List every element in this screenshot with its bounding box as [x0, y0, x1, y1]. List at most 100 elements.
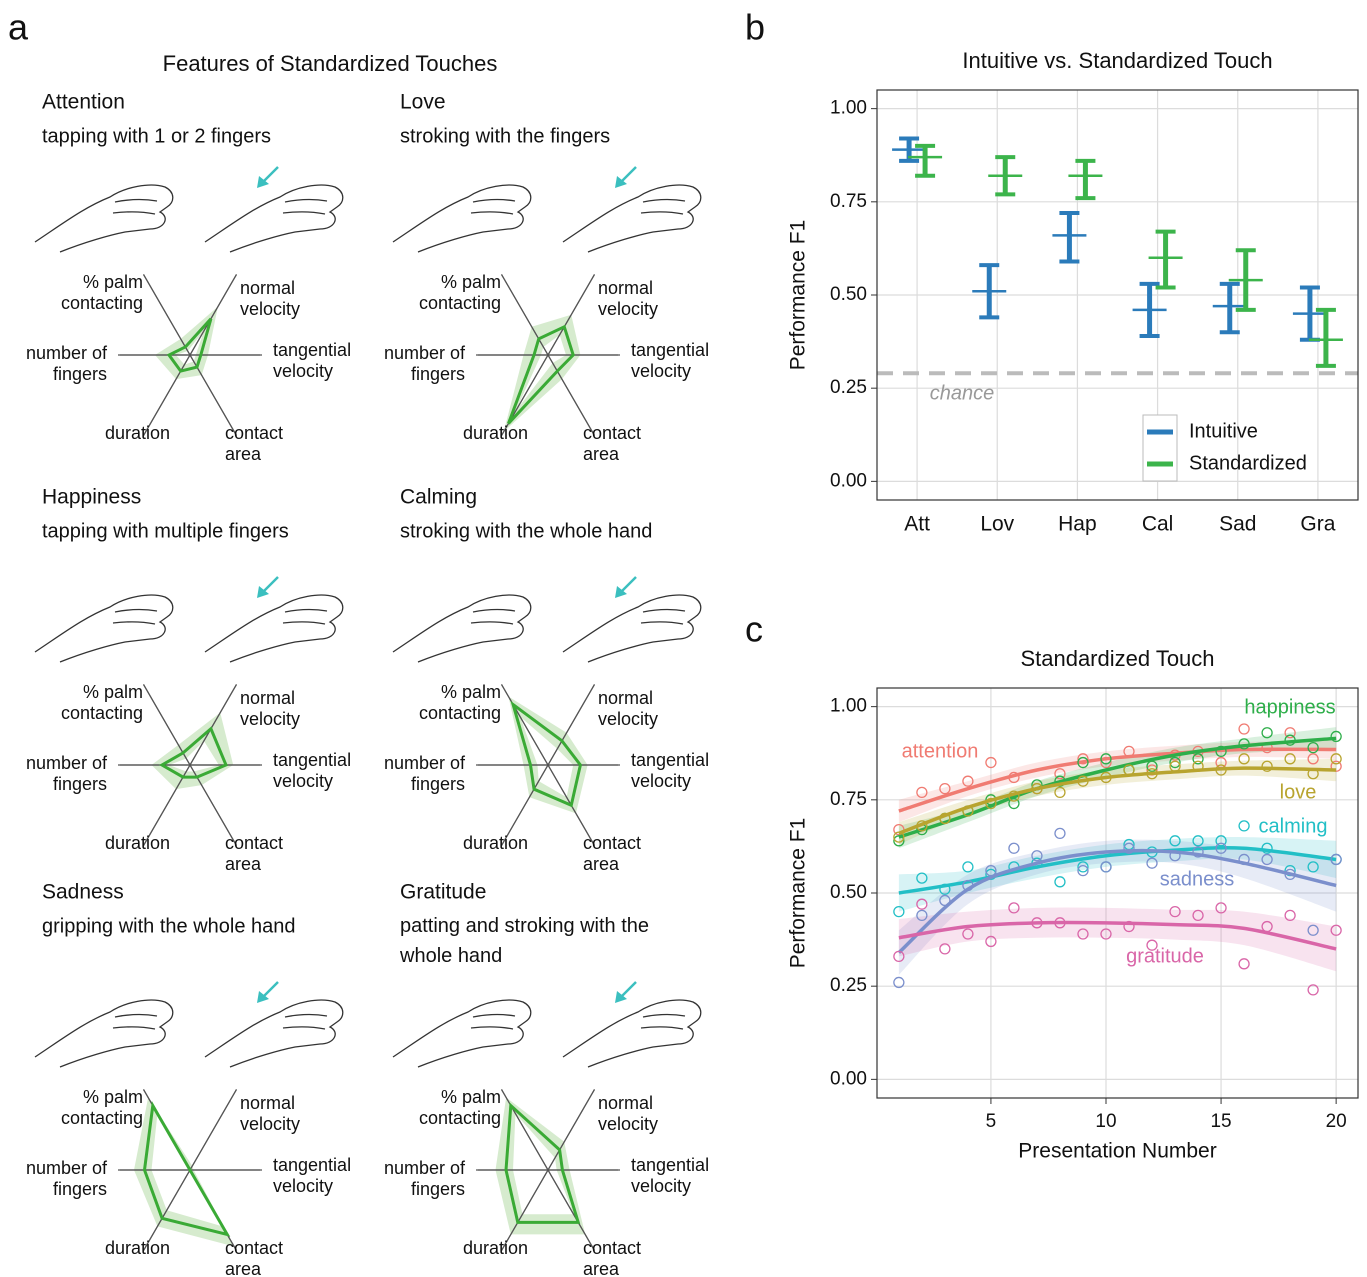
tile-subtitle: stroking with the whole hand	[400, 520, 652, 542]
tile-subtitle: stroking with the fingers	[400, 125, 610, 147]
tile-title: Gratitude	[400, 881, 486, 904]
radar-axis-label: contact area	[583, 1238, 641, 1277]
data-point	[1284, 727, 1296, 739]
data-point	[985, 935, 997, 948]
tile-title: Happiness	[42, 486, 141, 509]
series-label: happiness	[1244, 696, 1335, 718]
data-point	[916, 786, 928, 799]
fit-line	[897, 848, 1337, 954]
hand-illustration	[392, 999, 532, 1068]
arrow-head	[615, 176, 627, 188]
data-point	[1054, 786, 1066, 799]
data-point	[1146, 857, 1158, 869]
radar-axis-label: contact area	[225, 1238, 283, 1277]
radar-axis-label: % palm contacting	[419, 1087, 501, 1128]
arrow-head	[257, 176, 269, 188]
arrow-head	[615, 586, 627, 598]
hand-illustration	[34, 594, 174, 663]
panel-label: a	[8, 7, 29, 48]
radar-band	[508, 696, 588, 814]
radar-axis-label: % palm contacting	[61, 1087, 143, 1128]
radar-axis-label: number of fingers	[26, 343, 108, 384]
radar-axis-label: normal velocity	[598, 278, 658, 319]
data-point	[1284, 753, 1296, 765]
radar-axis-label: number of fingers	[384, 753, 466, 794]
data-point	[1215, 835, 1227, 847]
tile-subtitle: tapping with multiple fingers	[42, 520, 289, 542]
plot-frame	[876, 687, 1359, 1099]
x-tick-label: Sad	[1219, 513, 1256, 536]
data-point	[939, 782, 951, 795]
radar-polygon	[158, 726, 228, 779]
data-point	[1146, 939, 1158, 951]
radar-polygon	[504, 1102, 581, 1224]
data-point	[1284, 909, 1296, 922]
panel-label: c	[745, 609, 763, 650]
radar-polygon	[166, 317, 213, 373]
plot-frame	[876, 89, 1359, 501]
series-label: attention	[902, 740, 979, 762]
tile-subtitle: tapping with 1 or 2 fingers	[42, 125, 271, 147]
data-point	[916, 898, 928, 910]
hand-illustration	[562, 184, 702, 253]
y-tick-label: 0.25	[830, 377, 867, 398]
tile-title: Sadness	[42, 881, 124, 904]
confidence-band	[898, 907, 1337, 972]
data-point	[1077, 753, 1089, 765]
data-point	[1192, 909, 1204, 922]
radar-axis-label: number of fingers	[384, 343, 466, 384]
data-point	[893, 976, 905, 989]
data-point	[1100, 928, 1112, 940]
data-point	[1192, 846, 1204, 858]
series-label: calming	[1259, 815, 1328, 837]
radar-axis-label: normal velocity	[598, 1093, 658, 1134]
radar-polygon	[510, 700, 583, 808]
y-tick-label: 1.00	[830, 98, 867, 119]
radar-axis-label: number of fingers	[26, 1158, 108, 1199]
radar-axis-label: duration	[463, 1238, 528, 1258]
data-point	[962, 775, 974, 787]
data-point	[1307, 924, 1319, 936]
radar-axis-label: contact area	[225, 423, 283, 464]
x-tick-label: Cal	[1142, 513, 1174, 536]
series-label: love	[1280, 781, 1317, 803]
data-point	[1100, 861, 1112, 873]
reference-label: chance	[930, 383, 995, 405]
panel-title: Features of Standardized Touches	[163, 51, 498, 76]
hand-illustration	[34, 999, 174, 1068]
radar-axis-label: % palm contacting	[419, 682, 501, 723]
y-axis-title: Performance F1	[787, 818, 810, 969]
series-label: gratitude	[1126, 945, 1204, 967]
hand-illustration	[204, 184, 344, 253]
data-point	[1215, 902, 1227, 914]
data-point	[1307, 753, 1319, 765]
data-point	[1261, 760, 1273, 772]
fit-line	[898, 766, 1337, 836]
y-tick-label: 0.50	[830, 882, 867, 903]
y-tick-label: 0.00	[830, 1068, 867, 1089]
data-point	[1307, 984, 1319, 996]
radar-axis-label: tangential velocity	[631, 750, 709, 791]
y-axis-title: Performance F1	[787, 220, 810, 371]
radar-axis-label: contact area	[583, 833, 641, 874]
data-point	[1330, 753, 1342, 765]
y-tick-label: 0.50	[830, 284, 867, 305]
data-point	[1238, 958, 1250, 970]
radar-axis-label: % palm contacting	[61, 682, 143, 723]
y-tick-label: 0.75	[830, 191, 867, 212]
radar-axis-label: duration	[105, 423, 170, 443]
legend-box	[1142, 414, 1178, 482]
radar-axis-label: tangential velocity	[273, 340, 351, 381]
fit-line	[898, 920, 1337, 951]
data-point	[1330, 760, 1342, 772]
radar-axis-label: number of fingers	[384, 1158, 466, 1199]
radar-axis-label: % palm contacting	[61, 272, 143, 313]
chart-title: Intuitive vs. Standardized Touch	[962, 48, 1272, 73]
data-point	[1077, 861, 1089, 873]
radar-axis-label: contact area	[225, 833, 283, 874]
data-point	[1215, 745, 1227, 758]
y-tick-label: 1.00	[830, 696, 867, 717]
x-tick-label: Gra	[1300, 513, 1335, 536]
hand-illustration	[562, 999, 702, 1068]
data-point	[1123, 842, 1135, 854]
